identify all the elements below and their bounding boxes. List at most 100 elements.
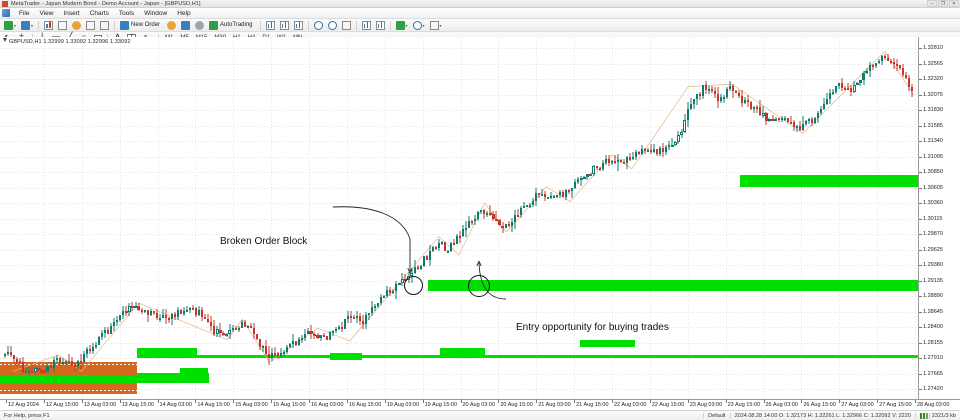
profiles-button[interactable]: ▾ xyxy=(19,20,35,31)
strategy-tester-button[interactable] xyxy=(98,20,111,31)
candlestick xyxy=(865,68,868,75)
autotrading-button[interactable]: AutoTrading xyxy=(207,20,256,31)
menu-item-window[interactable]: Window xyxy=(144,9,168,17)
bar-chart-button[interactable] xyxy=(264,20,277,31)
menu-item-help[interactable]: Help xyxy=(177,9,191,17)
candlestick xyxy=(904,72,908,79)
candle-body xyxy=(871,65,874,68)
line-chart-button[interactable] xyxy=(292,20,305,31)
candle-wick xyxy=(696,93,698,106)
candle-body xyxy=(371,307,374,314)
chart-symbol-label: GBPUSD,H1 1.32999 1.33092 1.32996 1.3309… xyxy=(3,38,131,45)
maximize-button[interactable]: ❐ xyxy=(938,0,948,7)
candlestick xyxy=(328,330,331,341)
candle-body xyxy=(264,346,268,354)
candle-body xyxy=(383,296,386,299)
candlestick xyxy=(583,175,586,180)
crosshair-button[interactable] xyxy=(16,31,29,44)
price-tick xyxy=(919,296,922,297)
candle-body xyxy=(161,314,164,318)
candle-wick xyxy=(274,347,276,356)
candle-body xyxy=(901,68,905,75)
templates-button[interactable]: ▾ xyxy=(428,20,444,31)
candlestick xyxy=(607,155,610,167)
connection-status[interactable]: 2321/3 kb xyxy=(914,412,960,419)
menu-item-charts[interactable]: Charts xyxy=(89,9,109,17)
price-tick xyxy=(919,311,922,313)
chart-canvas[interactable]: GBPUSD,H1 1.32999 1.33092 1.32996 1.3309… xyxy=(0,37,918,399)
price-scale[interactable]: 1.32810 1.32565 1.32320 1.32075 1.31830 1.315… xyxy=(918,37,960,399)
grid-line-vertical xyxy=(801,37,803,399)
menu-item-tools[interactable]: Tools xyxy=(118,9,135,17)
candle-body xyxy=(516,214,519,217)
candlestick xyxy=(331,330,334,336)
window-controls[interactable]: – ❐ ✕ xyxy=(927,0,959,7)
candlestick xyxy=(850,84,853,97)
toolbar-separator xyxy=(259,20,261,30)
periods-button[interactable]: ▾ xyxy=(411,20,427,31)
candlestick xyxy=(137,302,140,312)
candle-body xyxy=(10,351,13,356)
candlestick xyxy=(868,61,871,78)
time-scale[interactable]: 12 Aug 2024 12 Aug 15:00 13 Aug 03:00 13 Au… xyxy=(0,399,960,410)
candle-wick xyxy=(25,366,27,373)
candlestick-chart-button[interactable] xyxy=(278,20,291,31)
time-tick xyxy=(309,400,310,403)
candle-wick xyxy=(632,152,634,161)
market-watch-button[interactable] xyxy=(42,20,55,31)
close-button[interactable]: ✕ xyxy=(949,0,959,7)
new-chart-button[interactable]: ▾ xyxy=(2,20,18,32)
grid-line-horizontal xyxy=(0,94,918,96)
navigator-button[interactable] xyxy=(70,20,83,31)
supply-zone-dash xyxy=(0,390,137,391)
candlestick xyxy=(34,366,37,375)
menu-item-insert[interactable]: Insert xyxy=(63,9,80,17)
globe-button[interactable] xyxy=(193,20,206,31)
new-order-button[interactable]: New Order xyxy=(118,20,164,32)
candle-body xyxy=(419,266,422,270)
candlestick xyxy=(810,117,814,126)
horizontal-line-button[interactable] xyxy=(50,32,63,44)
auto-scroll-button[interactable] xyxy=(340,20,353,31)
candlestick xyxy=(107,326,110,334)
candle-body xyxy=(319,335,322,338)
chart-shift-button[interactable] xyxy=(360,20,373,31)
candlestick xyxy=(422,255,425,268)
menu-item-view[interactable]: View xyxy=(39,9,54,17)
zoom-in-button[interactable] xyxy=(312,20,325,31)
zoom-out-button[interactable] xyxy=(326,20,339,31)
candle-body xyxy=(380,297,383,303)
candle-body xyxy=(574,182,577,189)
broken-order-block-annotation: Broken Order Block xyxy=(220,236,308,247)
candle-wick xyxy=(68,354,70,364)
indicators-button[interactable]: ▾ xyxy=(394,20,410,32)
candle-body xyxy=(49,366,52,369)
data-window-button[interactable] xyxy=(56,20,69,31)
expert-advisors-button[interactable] xyxy=(179,20,192,31)
indicators-icon xyxy=(395,20,406,32)
minimize-button[interactable]: – xyxy=(927,0,937,7)
candlestick xyxy=(31,363,34,374)
candle-body xyxy=(628,157,632,160)
candlestick xyxy=(131,302,134,311)
candlestick xyxy=(686,101,689,128)
vertical-line-button[interactable] xyxy=(36,31,49,44)
candlestick xyxy=(95,342,98,349)
grid-button[interactable] xyxy=(374,20,387,31)
candle-body xyxy=(768,118,771,121)
menu-item-file[interactable]: File xyxy=(19,9,30,17)
candle-body xyxy=(416,267,419,270)
candlestick xyxy=(88,345,92,355)
terminal-button[interactable] xyxy=(84,20,97,31)
candle-body xyxy=(173,313,177,317)
candlestick xyxy=(901,63,905,77)
candle-body xyxy=(562,191,565,197)
candlestick xyxy=(695,93,698,106)
candlestick xyxy=(170,313,174,325)
candlestick xyxy=(225,332,228,338)
metaeditor-button[interactable] xyxy=(165,20,178,31)
candlestick xyxy=(732,84,735,98)
candlestick xyxy=(504,223,507,229)
candlestick xyxy=(164,308,167,325)
candlestick xyxy=(182,307,186,317)
